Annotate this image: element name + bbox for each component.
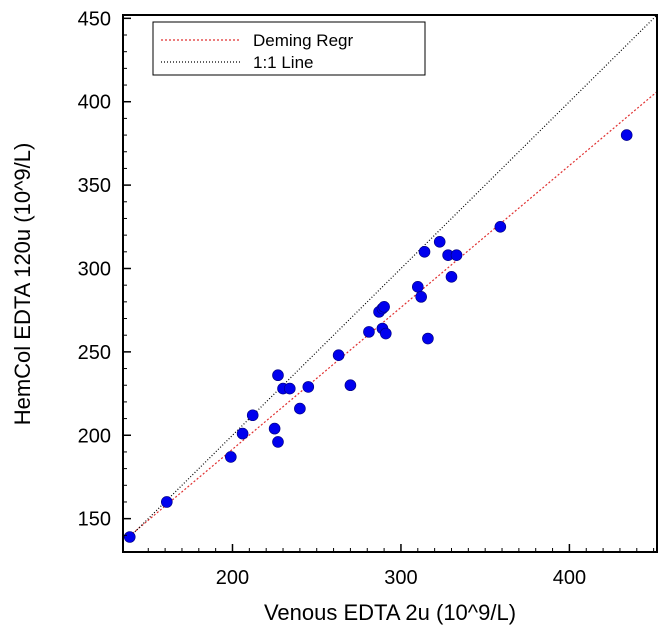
data-point: [332, 349, 345, 362]
data-point: [236, 427, 249, 440]
data-point: [268, 422, 281, 435]
legend-box: [152, 21, 426, 76]
data-point: [272, 436, 284, 448]
y-axis-title: HemCol EDTA 120u (10^9/L): [10, 143, 35, 426]
data-point: [363, 326, 375, 338]
data-point: [294, 402, 306, 415]
y-tick-label: 450: [78, 8, 111, 30]
identity-line: [125, 15, 657, 541]
data-point: [160, 496, 173, 508]
data-point: [379, 327, 392, 340]
data-point: [445, 271, 458, 283]
data-point: [450, 249, 463, 261]
y-tick-label: 400: [78, 92, 111, 114]
x-tick-label: 400: [553, 567, 586, 589]
axis-ticks: 200 300 400 150 200 250 300 350 400 450: [78, 8, 655, 589]
legend-label-identity: 1:1 Line: [253, 53, 314, 72]
data-point: [246, 409, 259, 422]
data-point: [272, 369, 284, 382]
x-tick-label: 200: [216, 567, 249, 589]
data-points: [123, 129, 633, 543]
data-point: [123, 531, 136, 543]
fit-lines: [125, 15, 657, 541]
data-point: [344, 379, 357, 392]
data-point: [433, 236, 446, 248]
data-point: [378, 301, 390, 313]
data-point: [283, 382, 296, 395]
data-point: [494, 220, 507, 233]
y-tick-label: 250: [78, 342, 111, 364]
y-tick-label: 200: [78, 425, 111, 447]
data-point: [225, 451, 237, 463]
x-tick-label: 300: [384, 567, 417, 589]
legend-label-deming: Deming Regr: [253, 31, 353, 50]
plot-frame: [122, 14, 658, 553]
legend: Deming Regr 1:1 Line: [152, 21, 426, 76]
data-point: [422, 332, 434, 345]
x-axis-title: Venous EDTA 2u (10^9/L): [264, 600, 516, 625]
data-point: [415, 291, 427, 303]
y-tick-label: 300: [78, 258, 111, 280]
data-point: [411, 281, 424, 293]
data-point: [302, 381, 315, 393]
data-point: [620, 129, 633, 141]
data-point: [418, 246, 431, 258]
deming-regression-line: [125, 91, 657, 540]
y-tick-label: 350: [78, 175, 111, 197]
y-tick-label: 150: [78, 509, 111, 531]
